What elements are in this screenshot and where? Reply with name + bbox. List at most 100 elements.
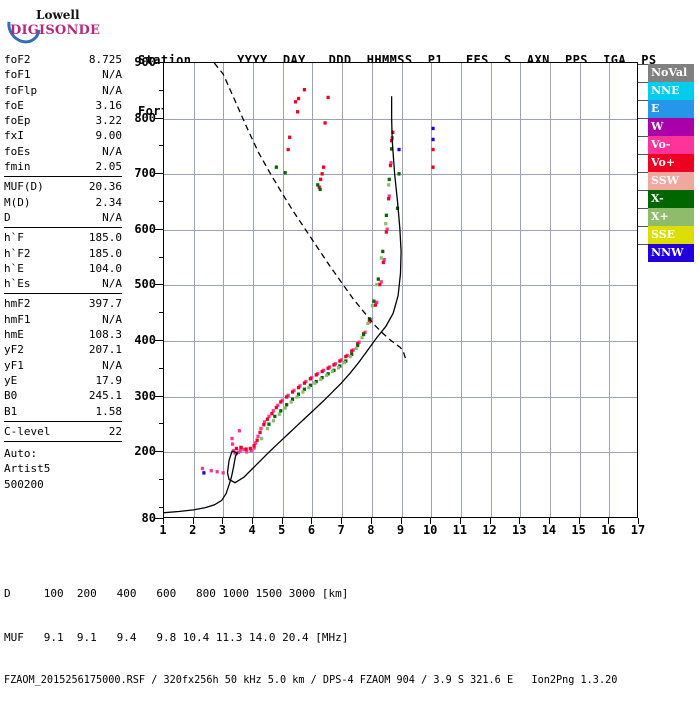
legend-item-vo[interactable]: Vo- — [648, 136, 694, 154]
legend-item-nne[interactable]: NNE — [648, 82, 694, 100]
x-axis-label: 5 — [278, 523, 286, 537]
x-axis-label: 12 — [482, 523, 497, 537]
x-axis-label: 8 — [367, 523, 375, 537]
param-key: MUF(D) — [4, 180, 44, 194]
x-axis-tick — [163, 518, 164, 524]
param-row: foFlp N/A — [4, 83, 122, 98]
legend-tick — [638, 118, 648, 119]
gridline-vertical — [253, 63, 255, 517]
x-axis-tick — [311, 518, 313, 524]
legend-item-noval[interactable]: NoVal — [648, 64, 694, 82]
legend-item-ssw[interactable]: SSW — [648, 172, 694, 190]
x-axis-label: 17 — [630, 523, 646, 537]
x-axis-label: 9 — [396, 523, 405, 537]
legend-item-e[interactable]: E — [648, 100, 694, 118]
param-row: B0 245.1 — [4, 388, 122, 403]
param-divider — [4, 227, 122, 229]
y-axis-tick-minor — [159, 312, 164, 314]
y-axis-label: 600 — [134, 221, 156, 236]
param-key: D — [4, 210, 11, 224]
trace-sporadic-scatter-vo- — [286, 87, 435, 189]
legend-tick-marks — [638, 64, 648, 264]
param-row: yF2 207.1 — [4, 342, 122, 357]
trace-o-trace-vo- — [234, 130, 395, 451]
y-axis-label: 200 — [134, 444, 156, 459]
param-row: fxI 9.00 — [4, 128, 122, 143]
param-row: yF1 N/A — [4, 358, 122, 373]
param-key: yF2 — [4, 343, 24, 357]
legend-item-x[interactable]: X- — [648, 190, 694, 208]
param-group: C-level 22 — [4, 424, 122, 439]
legend-item-nnw[interactable]: NNW — [648, 244, 694, 262]
param-key: h`F2 — [4, 246, 31, 260]
param-key: fmin — [4, 160, 31, 174]
param-value: 8.725 — [88, 53, 122, 66]
param-row: foEs N/A — [4, 144, 122, 159]
legend-tick — [638, 208, 648, 209]
x-axis-tick — [459, 518, 461, 524]
param-row: D N/A — [4, 210, 122, 225]
footer-muf-line: MUF 9.1 9.1 9.4 9.8 10.4 11.3 14.0 20.4 … — [4, 630, 349, 644]
y-axis-tick-major — [155, 518, 164, 519]
legend-item-x[interactable]: X+ — [648, 208, 694, 226]
param-key: fxI — [4, 129, 24, 143]
param-divider — [4, 441, 122, 443]
param-group: MUF(D) 20.36 M(D) 2.34 D N/A — [4, 179, 122, 225]
gridline-vertical — [579, 63, 581, 517]
gridline-horizontal — [164, 341, 637, 343]
param-key: foF2 — [4, 53, 31, 66]
param-row: C-level 22 — [4, 424, 122, 439]
param-row: hmF1 N/A — [4, 312, 122, 327]
legend-tick — [638, 172, 648, 173]
x-axis-tick — [222, 518, 224, 524]
x-axis-label: 4 — [248, 523, 256, 537]
ionogram-parameter-panel: foF2 8.725 foF1 N/A foFlp N/A foE 3.16 foEp 3.22 f… — [4, 52, 122, 492]
x-axis-tick — [608, 518, 610, 524]
param-key: B1 — [4, 404, 18, 418]
gridline-horizontal — [164, 396, 637, 398]
x-axis-label: 15 — [571, 523, 586, 537]
legend-tick — [638, 154, 648, 155]
param-key: yE — [4, 373, 18, 387]
param-key: h`E — [4, 261, 24, 275]
trace-x-trace-x- — [259, 183, 391, 441]
param-key: yF1 — [4, 358, 24, 372]
y-axis-tick-major — [155, 62, 164, 63]
y-axis-tick-minor — [159, 145, 164, 147]
legend-tick — [638, 82, 648, 83]
param-key: foE — [4, 98, 24, 112]
ionogram-plot-area[interactable] — [163, 62, 638, 518]
param-row: h`Es N/A — [4, 276, 122, 291]
auto-scaler-block: Auto: Artist5 500200 — [4, 446, 122, 492]
param-key: hmE — [4, 328, 24, 342]
param-value: 9.00 — [95, 129, 123, 143]
x-axis-label: 10 — [422, 523, 438, 537]
legend-item-w[interactable]: W — [648, 118, 694, 136]
gridline-vertical — [312, 63, 314, 517]
trace-muf-dashed-curve — [213, 63, 407, 360]
x-axis-tick — [192, 518, 194, 524]
color-legend[interactable]: NoVal NNE E W Vo- Vo+ SSW X- X+ SSE NNW — [648, 64, 694, 262]
legend-item-vo[interactable]: Vo+ — [648, 154, 694, 172]
y-axis-tick-minor — [159, 479, 164, 481]
legend-item-sse[interactable]: SSE — [648, 226, 694, 244]
trace-e-layer-fragment — [200, 466, 225, 475]
x-axis-tick — [519, 518, 521, 524]
param-key: B0 — [4, 389, 18, 403]
param-key: hmF2 — [4, 297, 31, 311]
param-divider — [4, 420, 122, 422]
param-key: M(D) — [4, 195, 31, 209]
x-axis-label: 1 — [159, 523, 167, 537]
x-axis-label: 16 — [601, 523, 616, 537]
x-axis-label: 14 — [541, 523, 557, 537]
y-axis-tick-minor — [159, 423, 164, 425]
x-axis-ticks — [163, 518, 639, 525]
param-key: foFlp — [4, 83, 38, 97]
ionogram-traces — [164, 63, 435, 514]
x-axis-tick — [489, 518, 491, 524]
legend-tick — [638, 244, 648, 245]
param-value: 17.9 — [95, 373, 123, 387]
gridline-vertical — [342, 63, 344, 517]
x-axis-label: 3 — [218, 523, 226, 537]
footer-distance-line: D 100 200 400 600 800 1000 1500 3000 [km… — [4, 587, 349, 600]
